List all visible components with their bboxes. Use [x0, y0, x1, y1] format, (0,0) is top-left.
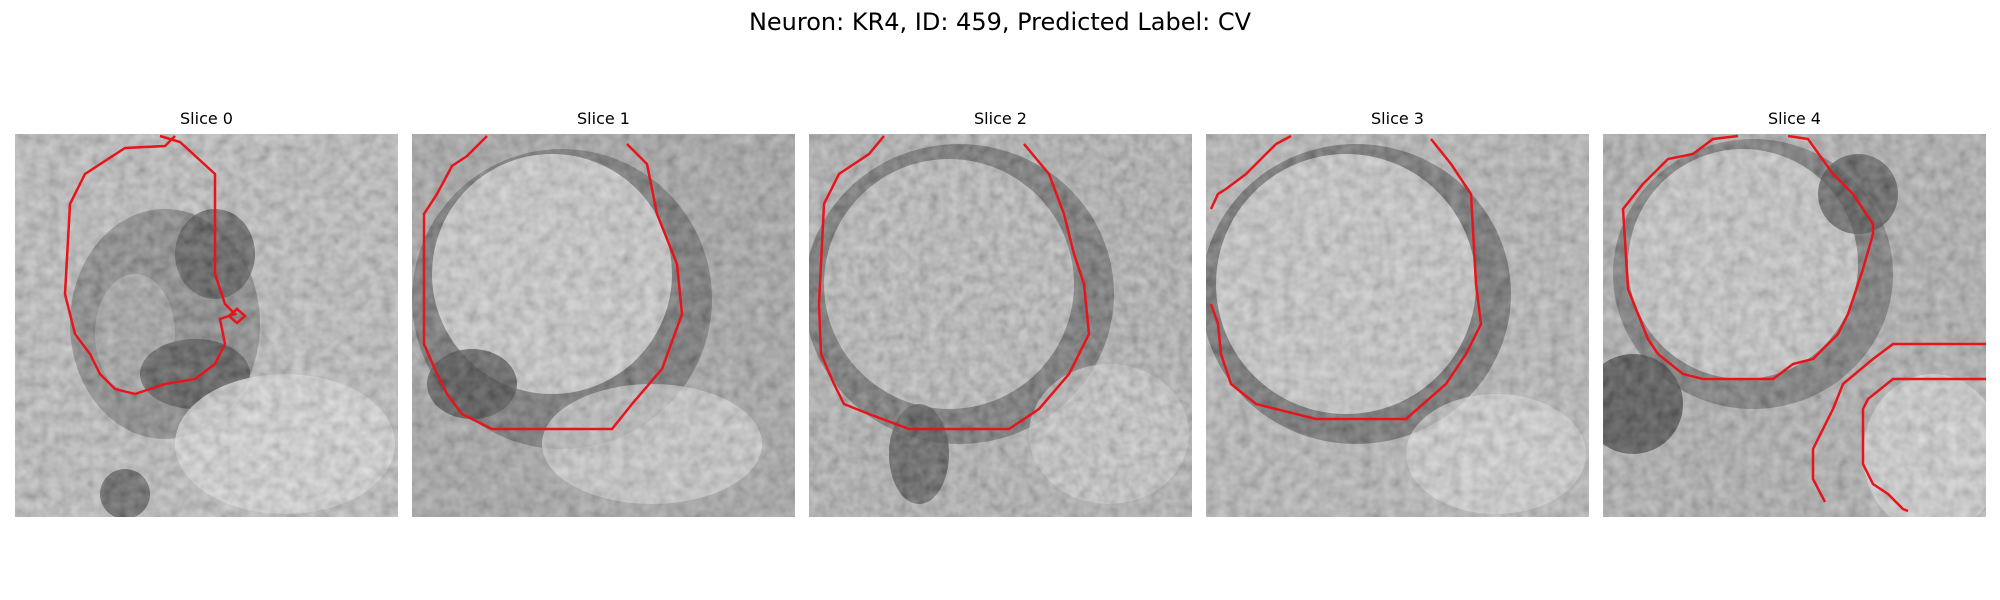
slice-title: Slice 2 [974, 109, 1027, 128]
slice-image-3 [1206, 134, 1589, 517]
slice-image-2 [809, 134, 1192, 517]
contour-line [63, 134, 238, 396]
contour-line [1811, 342, 1986, 503]
slice-panel-4: Slice 4 [1603, 108, 1986, 517]
slice-panel-2: Slice 2 [809, 108, 1192, 517]
slice-image-1 [412, 134, 795, 517]
slice-title: Slice 1 [577, 109, 630, 128]
figure-title: Neuron: KR4, ID: 459, Predicted Label: C… [748, 8, 1252, 36]
contour-line [1861, 377, 1986, 513]
slice-panel-3: Slice 3 [1206, 108, 1589, 517]
contour-line [817, 135, 1091, 431]
slice-title: Slice 4 [1768, 109, 1821, 128]
slice-title: Slice 0 [180, 109, 233, 128]
contour-line [1621, 134, 1875, 381]
slice-image-0 [15, 134, 398, 517]
contour-line [422, 135, 684, 431]
contour-line [1209, 138, 1483, 421]
slice-title: Slice 3 [1371, 109, 1424, 128]
slice-panel-1: Slice 1 [412, 108, 795, 517]
slice-panel-0: Slice 0 [15, 108, 398, 517]
slice-image-4 [1603, 134, 1986, 517]
contour-line [1209, 134, 1292, 210]
